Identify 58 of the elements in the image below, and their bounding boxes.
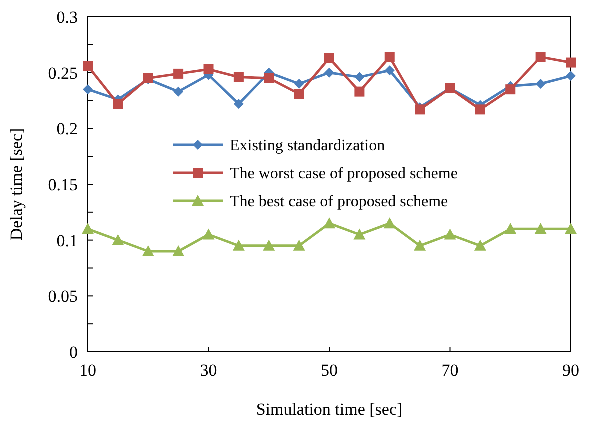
point <box>83 61 93 72</box>
point <box>354 72 365 82</box>
point <box>113 99 124 110</box>
point <box>324 68 334 78</box>
point <box>294 89 304 100</box>
x-tick-label: 30 <box>200 361 218 380</box>
point <box>202 228 215 240</box>
point <box>204 64 214 74</box>
point <box>536 52 546 62</box>
y-axis-title: Delay time [sec] <box>7 128 26 241</box>
point <box>293 240 306 251</box>
point <box>474 240 486 251</box>
y-tick-label: 0.25 <box>48 64 78 83</box>
point <box>324 218 336 229</box>
point <box>384 66 395 76</box>
point <box>263 240 276 251</box>
point <box>174 68 184 79</box>
point <box>475 104 486 115</box>
point <box>504 223 517 234</box>
x-tick-label: 90 <box>562 361 580 380</box>
point <box>174 86 184 97</box>
legend-label: Existing standardization <box>230 138 386 155</box>
y-tick-label: 0 <box>70 342 78 362</box>
legend-label: The worst case of proposed scheme <box>230 166 458 183</box>
y-tick-label: 0.1 <box>56 231 78 250</box>
x-tick-label: 70 <box>442 361 459 380</box>
y-tick-label: 0.15 <box>48 175 78 194</box>
x-axis-title: Simulation time [sec] <box>256 400 403 419</box>
point <box>384 52 395 62</box>
point <box>354 228 366 240</box>
point <box>566 58 576 68</box>
point <box>534 223 547 234</box>
point <box>506 84 516 95</box>
point <box>536 79 546 89</box>
point <box>415 104 426 115</box>
x-tick-label: 10 <box>80 361 96 380</box>
point <box>324 53 334 64</box>
point <box>142 246 154 256</box>
point <box>112 234 124 246</box>
point <box>232 240 245 251</box>
legend-label: The best case of proposed scheme <box>230 194 448 211</box>
point <box>294 79 304 89</box>
point <box>384 218 396 229</box>
point <box>234 99 244 110</box>
point <box>264 73 274 84</box>
y-tick-label: 0.3 <box>56 8 78 27</box>
point <box>82 223 94 234</box>
point <box>414 240 426 251</box>
point <box>83 84 93 95</box>
point <box>172 246 185 256</box>
x-tick-label: 50 <box>321 361 338 380</box>
y-tick-label: 0.2 <box>56 120 78 139</box>
point <box>234 72 244 82</box>
y-tick-label: 0.05 <box>48 287 78 306</box>
point <box>354 86 365 97</box>
point <box>566 71 576 82</box>
point <box>565 223 577 234</box>
point <box>444 228 456 240</box>
